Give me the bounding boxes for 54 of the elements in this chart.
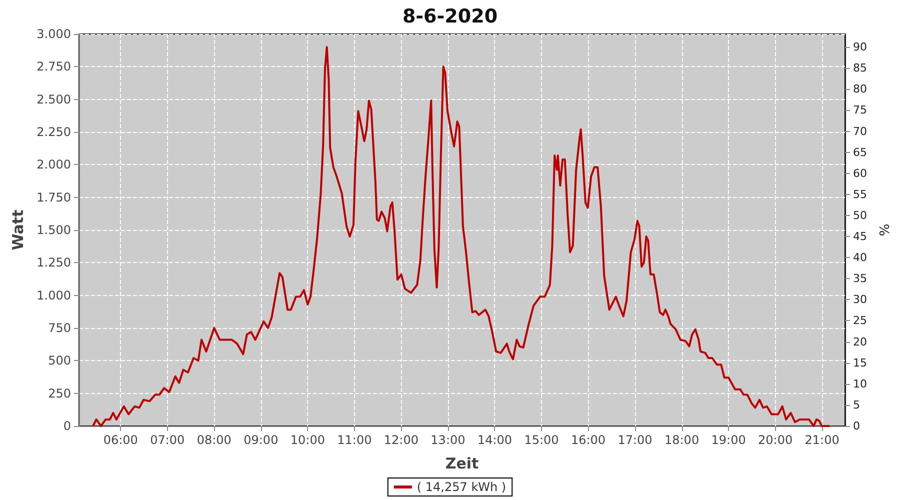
y2-tick-label: 50 xyxy=(853,208,867,222)
y2-tick-label: 70 xyxy=(853,124,867,138)
y2-tick-label: 10 xyxy=(853,377,867,390)
y2-tick-label: 45 xyxy=(853,230,867,244)
x-tick-label: 13:00 xyxy=(430,433,466,447)
y-axis-title: Watt xyxy=(9,210,28,250)
y-tick-label: 1.500 xyxy=(36,223,71,237)
legend-label: ( 14,257 kWh ) xyxy=(416,480,506,494)
x-tick-label: 17:00 xyxy=(618,433,652,447)
y-tick-label: 2.250 xyxy=(36,125,71,139)
x-tick-label: 14:00 xyxy=(477,433,512,447)
y-tick-label: 250 xyxy=(48,386,71,400)
y2-tick-label: 80 xyxy=(853,82,867,96)
y2-tick-label: 60 xyxy=(853,166,867,180)
y-tick-label: 1.250 xyxy=(36,256,71,270)
y2-tick-label: 5 xyxy=(853,398,860,412)
y2-axis-title: % xyxy=(878,224,893,236)
x-tick-label: 20:00 xyxy=(758,433,793,447)
y-tick-label: 1.750 xyxy=(36,190,71,204)
y2-tick-label: 30 xyxy=(853,293,867,306)
y2-tick-label: 65 xyxy=(853,146,867,159)
y2-tick-label: 75 xyxy=(853,104,867,117)
x-tick-label: 18:00 xyxy=(664,433,700,447)
y2-tick-label: 90 xyxy=(853,40,867,54)
y2-tick-label: 40 xyxy=(853,251,867,264)
x-tick-label: 19:00 xyxy=(711,433,746,447)
x-tick-label: 08:00 xyxy=(196,433,232,447)
x-tick-label: 21:00 xyxy=(804,433,840,447)
y2-tick-label: 25 xyxy=(853,314,867,328)
chart-title: 8-6-2020 xyxy=(402,6,498,28)
y2-tick-label: 35 xyxy=(853,272,867,286)
y-tick-label: 2.000 xyxy=(36,158,71,172)
x-tick-label: 12:00 xyxy=(384,433,419,447)
y2-tick-label: 15 xyxy=(853,356,867,370)
y-tick-label: 500 xyxy=(48,354,71,368)
x-tick-label: 11:00 xyxy=(337,433,372,447)
x-tick-label: 10:00 xyxy=(290,433,325,447)
y-tick-label: 2.500 xyxy=(36,92,71,106)
y2-tick-label: 85 xyxy=(853,62,867,75)
y2-tick-label: 20 xyxy=(853,335,867,348)
y-tick-label: 2.750 xyxy=(36,60,71,74)
x-tick-label: 16:00 xyxy=(570,433,606,447)
x-tick-label: 06:00 xyxy=(103,433,138,447)
y-tick-label: 750 xyxy=(48,321,71,335)
y2-tick-label: 0 xyxy=(853,420,860,432)
y-tick-label: 1.000 xyxy=(36,288,71,302)
x-tick-label: 07:00 xyxy=(150,433,185,447)
y-tick-label: 0 xyxy=(63,419,71,433)
x-tick-label: 15:00 xyxy=(524,433,559,447)
y-tick-label: 3.000 xyxy=(36,27,71,41)
x-tick-label: 09:00 xyxy=(244,433,278,447)
y2-tick-label: 55 xyxy=(853,188,867,201)
line-series xyxy=(92,46,831,427)
x-axis-title: Zeit xyxy=(445,454,479,472)
